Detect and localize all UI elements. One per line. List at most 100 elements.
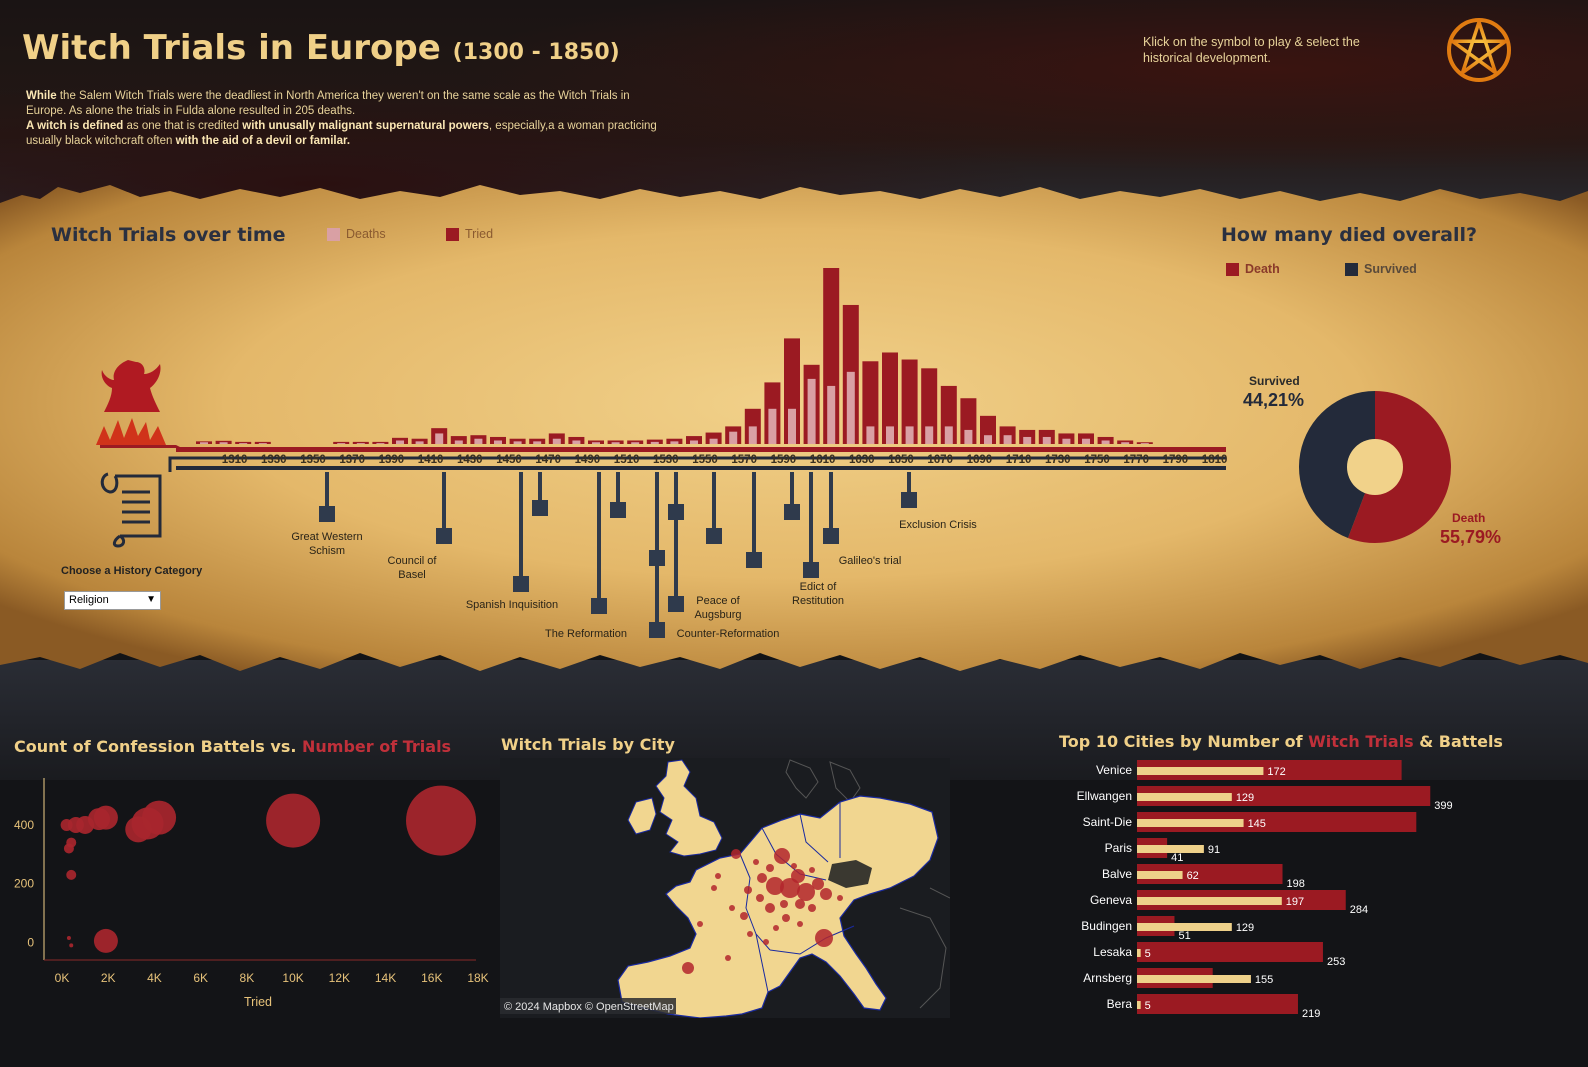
scatter-x-tick: 8K bbox=[240, 971, 255, 985]
timeline-deaths-bar bbox=[611, 442, 620, 444]
event-marker[interactable] bbox=[591, 598, 607, 614]
city-battels-value: 129 bbox=[1236, 792, 1254, 804]
event-marker[interactable] bbox=[784, 504, 800, 520]
legend-deaths-label: Deaths bbox=[346, 227, 386, 241]
donut-chart bbox=[1299, 391, 1451, 543]
map-city-dot[interactable] bbox=[697, 921, 703, 927]
map-city-dot[interactable] bbox=[766, 877, 784, 895]
event-label: Spanish Inquisition bbox=[466, 599, 558, 611]
timeline-tried-bar bbox=[411, 438, 428, 444]
pentagram-play-icon[interactable] bbox=[1445, 16, 1513, 84]
event-marker[interactable] bbox=[532, 500, 548, 516]
map-city-dot[interactable] bbox=[682, 962, 694, 974]
city-trials-value: 198 bbox=[1287, 878, 1305, 890]
europe-map[interactable]: © 2024 Mapbox © OpenStreetMap bbox=[500, 758, 950, 1018]
map-city-dot[interactable] bbox=[791, 869, 805, 883]
city-label: Paris bbox=[1105, 841, 1132, 855]
event-marker[interactable] bbox=[649, 622, 665, 638]
map-city-dot[interactable] bbox=[766, 864, 774, 872]
event-marker[interactable] bbox=[823, 528, 839, 544]
event-marker[interactable] bbox=[706, 528, 722, 544]
event-marker[interactable] bbox=[803, 562, 819, 578]
timeline-tick-label: 1530 bbox=[653, 454, 679, 466]
event-marker[interactable] bbox=[436, 528, 452, 544]
history-category-select[interactable]: Religion ▼ bbox=[64, 591, 161, 610]
timeline-deaths-bar bbox=[984, 435, 992, 444]
timeline-tick-label: 1550 bbox=[692, 454, 718, 466]
timeline-chart: 1310 1330 1350 1370 1390 1410 1430 1450 1470 1490… bbox=[96, 268, 1227, 640]
event-marker-stem bbox=[616, 472, 620, 510]
map-city-dot[interactable] bbox=[763, 939, 769, 945]
map-city-dot[interactable] bbox=[757, 873, 767, 883]
event-label: Galileo's trial bbox=[839, 555, 902, 567]
map-city-dot[interactable] bbox=[812, 878, 824, 890]
event-marker-stem bbox=[325, 472, 329, 514]
map-city-dot[interactable] bbox=[808, 904, 816, 912]
map-city-dot[interactable] bbox=[795, 899, 805, 909]
scatter-x-tick: 18K bbox=[467, 971, 488, 985]
map-credit: © 2024 Mapbox © OpenStreetMap bbox=[504, 1001, 674, 1013]
timeline-tick-label: 1510 bbox=[614, 454, 640, 466]
scatter-y-tick: 400 bbox=[14, 818, 34, 832]
map-city-dot[interactable] bbox=[729, 905, 735, 911]
map-city-dot[interactable] bbox=[740, 912, 748, 920]
map-city-dot[interactable] bbox=[797, 921, 803, 927]
map-city-dot[interactable] bbox=[744, 886, 752, 894]
map-city-dot[interactable] bbox=[780, 878, 800, 898]
map-city-dot[interactable] bbox=[780, 900, 788, 908]
map-city-dot[interactable] bbox=[791, 863, 797, 869]
event-marker[interactable] bbox=[901, 492, 917, 508]
timeline-tick-label: 1590 bbox=[771, 454, 797, 466]
event-marker[interactable] bbox=[610, 502, 626, 518]
map-city-dot[interactable] bbox=[715, 873, 721, 879]
map-city-dot[interactable] bbox=[756, 894, 764, 902]
map-city-dot[interactable] bbox=[797, 883, 815, 901]
timeline-tick-label: 1690 bbox=[967, 454, 993, 466]
map-city-dot[interactable] bbox=[820, 888, 832, 900]
map-city-dot[interactable] bbox=[782, 914, 790, 922]
city-trials-value: 51 bbox=[1178, 930, 1190, 942]
death-label: Death bbox=[1452, 511, 1486, 525]
city-battels-bar bbox=[1137, 871, 1183, 879]
timeline-deaths-bar bbox=[964, 429, 973, 444]
timeline-tried-bar bbox=[862, 361, 879, 444]
map-city-dot[interactable] bbox=[774, 848, 790, 864]
city-battels-bar bbox=[1137, 949, 1141, 957]
legend-survived: Survived bbox=[1345, 262, 1417, 276]
timeline-deaths-bar bbox=[454, 440, 463, 444]
timeline-tried-bar bbox=[333, 441, 350, 444]
map-city-dot[interactable] bbox=[753, 859, 759, 865]
timeline-tick-label: 1670 bbox=[927, 454, 953, 466]
event-marker[interactable] bbox=[513, 576, 529, 592]
intro-paragraph-1: While the Salem Witch Trials were the de… bbox=[26, 89, 666, 119]
event-label: The Reformation bbox=[545, 628, 627, 640]
map-city-dot[interactable] bbox=[837, 895, 843, 901]
map-city-dot[interactable] bbox=[731, 849, 741, 859]
timeline-deaths-bar bbox=[396, 440, 404, 444]
timeline-deaths-bar bbox=[337, 443, 346, 444]
event-marker[interactable] bbox=[668, 596, 684, 612]
timeline-deaths-bar bbox=[748, 426, 757, 444]
scatter-point bbox=[142, 800, 177, 835]
timeline-tick-label: 1650 bbox=[888, 454, 914, 466]
event-marker[interactable] bbox=[319, 506, 335, 522]
map-city-dot[interactable] bbox=[765, 903, 775, 913]
map-city-dot[interactable] bbox=[809, 867, 815, 873]
map-city-dot[interactable] bbox=[747, 931, 753, 937]
map-city-dot[interactable] bbox=[815, 929, 833, 947]
event-marker[interactable] bbox=[746, 552, 762, 568]
timeline-deaths-bar bbox=[376, 443, 385, 444]
scatter-title: Count of Confession Battels vs. Number o… bbox=[14, 737, 451, 756]
map-city-dot[interactable] bbox=[711, 885, 717, 891]
map-city-dot[interactable] bbox=[773, 925, 779, 931]
timeline-tick-label: 1610 bbox=[810, 454, 836, 466]
legend-death: Death bbox=[1226, 262, 1280, 276]
city-battels-bar bbox=[1137, 767, 1264, 775]
legend-survived-label: Survived bbox=[1364, 262, 1417, 276]
event-marker-stem bbox=[712, 472, 716, 536]
timeline-tick-label: 1770 bbox=[1123, 454, 1149, 466]
map-city-dot[interactable] bbox=[725, 955, 731, 961]
survived-label: Survived bbox=[1249, 374, 1300, 388]
donut-hole bbox=[1347, 439, 1403, 495]
map-ireland bbox=[627, 797, 657, 835]
